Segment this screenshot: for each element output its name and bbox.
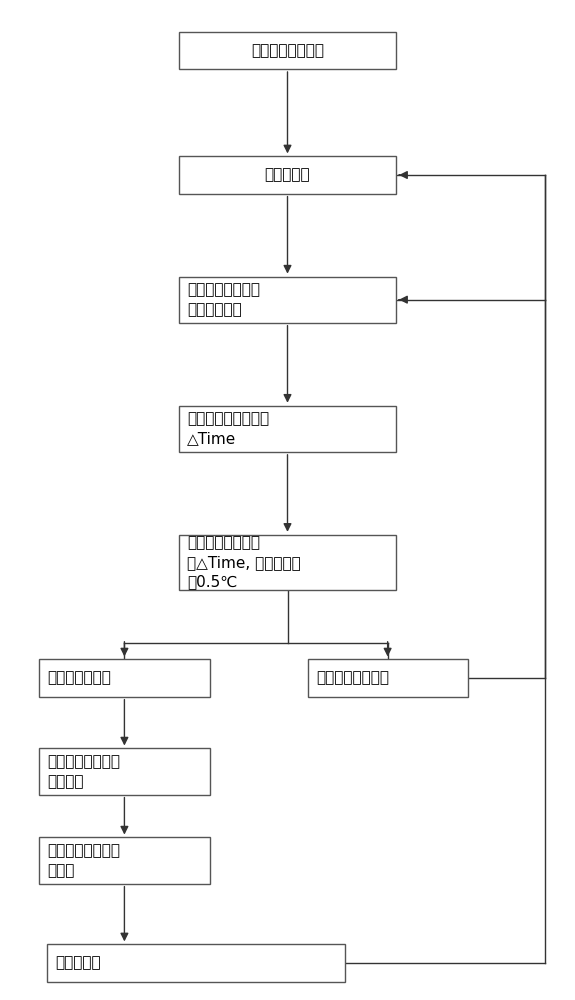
Text: 补偿值归零: 补偿值归零	[56, 955, 101, 970]
FancyBboxPatch shape	[308, 659, 467, 697]
Text: 未达到最大补偿值: 未达到最大补偿值	[316, 671, 389, 686]
Text: 达到设温度，压缩
机停止: 达到设温度，压缩 机停止	[47, 843, 120, 878]
FancyBboxPatch shape	[179, 32, 396, 69]
Text: 达到最大补偿值: 达到最大补偿值	[47, 671, 111, 686]
FancyBboxPatch shape	[47, 944, 345, 982]
Text: 检测室外环境温度
与压缩机频率: 检测室外环境温度 与压缩机频率	[187, 282, 260, 317]
FancyBboxPatch shape	[179, 156, 396, 194]
Text: 压缩机启动: 压缩机启动	[264, 168, 310, 183]
Text: 根据计算结果，每
隔△Time, 室内温度补
偿0.5℃: 根据计算结果，每 隔△Time, 室内温度补 偿0.5℃	[187, 535, 301, 590]
FancyBboxPatch shape	[179, 277, 396, 323]
Text: 计算补偿的间隔时间
△Time: 计算补偿的间隔时间 △Time	[187, 411, 270, 446]
FancyBboxPatch shape	[39, 837, 210, 884]
FancyBboxPatch shape	[39, 748, 210, 795]
FancyBboxPatch shape	[179, 535, 396, 590]
FancyBboxPatch shape	[179, 406, 396, 452]
Text: 补偿完成，维持补
偿值不变: 补偿完成，维持补 偿值不变	[47, 754, 120, 789]
FancyBboxPatch shape	[39, 659, 210, 697]
Text: 空调开机制热模式: 空调开机制热模式	[251, 43, 324, 58]
